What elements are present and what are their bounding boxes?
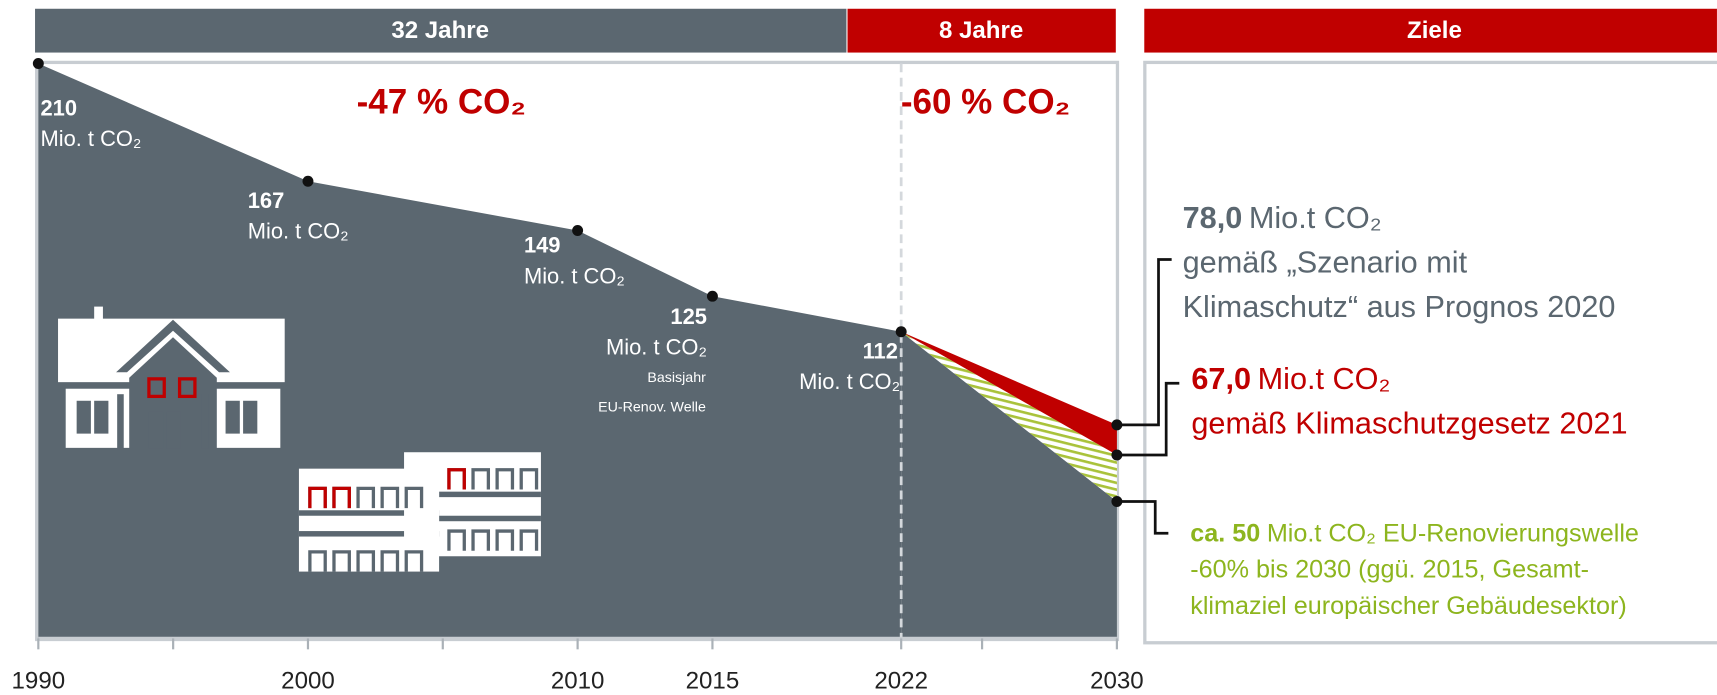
projection-area: [901, 331, 1117, 639]
value-label: 112: [863, 338, 898, 363]
target-point: [1111, 449, 1123, 461]
target-point: [1111, 496, 1123, 507]
value-label: 210: [41, 95, 78, 120]
connector: [1116, 258, 1172, 427]
target-label: 78,0 Mio.t CO₂: [1183, 201, 1382, 235]
annotation: -60 % CO₂: [901, 82, 1070, 121]
header-bar: [847, 8, 1116, 53]
note: EU-Renov. Welle: [598, 400, 706, 416]
note: Basisjahr: [647, 370, 706, 386]
x-tick-label: 2030: [1090, 668, 1144, 695]
target-point: [1111, 419, 1123, 431]
target-value-label: 67,0: [1191, 362, 1251, 396]
frame: [1143, 60, 1717, 645]
target-text: gemäß „Szenario mit: [1183, 246, 1468, 280]
x-tick-label: 2010: [551, 668, 605, 695]
target-text: -60% bis 2030 (ggü. 2015, Gesamt-: [1190, 556, 1589, 584]
target-label: 67,0 Mio.t CO₂: [1191, 362, 1390, 396]
point: [572, 225, 584, 236]
target-text: klimaziel europäischer Gebäudesektor): [1190, 592, 1627, 620]
point: [706, 290, 718, 302]
target-text: Klimaschutz“ aus Prognos 2020: [1183, 290, 1616, 324]
unit-label: Mio. t CO₂: [799, 369, 900, 394]
target-label: ca. 50 Mio.t CO₂ EU-Renovierungswelle: [1190, 519, 1639, 547]
connector: [1116, 500, 1169, 535]
value-label: 125: [670, 304, 707, 329]
target-value-label: ca. 50: [1190, 519, 1260, 547]
value-label: 167: [248, 188, 285, 213]
header-bar: [35, 8, 847, 53]
target-unit: Mio.t CO₂: [1249, 201, 1382, 235]
connector: [1116, 381, 1180, 457]
annotation: -47 % CO₂: [357, 82, 526, 121]
x-tick-label: 2022: [874, 668, 928, 695]
unit-label: Mio. t CO₂: [606, 335, 707, 360]
apartment-icon: [298, 452, 541, 572]
unit-label: Mio. t CO₂: [41, 126, 142, 151]
header-label: 8 Jahre: [939, 17, 1023, 44]
point: [895, 326, 907, 338]
labels: 1990 2000 2010 2015 2022 2030 210 Mio. t CO₂ 167…: [12, 58, 1639, 695]
house-icon: [58, 306, 285, 449]
unit-label: Mio. t CO₂: [524, 263, 625, 288]
target-unit: Mio.t CO₂ EU-Renovierungswelle: [1267, 519, 1639, 547]
point: [302, 175, 314, 187]
x-tick-label: 1990: [12, 668, 66, 695]
unit-label: Mio. t CO₂: [248, 218, 349, 243]
target-unit: Mio.t CO₂: [1258, 362, 1391, 396]
target-text: gemäß Klimaschutzgesetz 2021: [1191, 407, 1627, 441]
header-label: Ziele: [1407, 17, 1462, 44]
x-tick-label: 2000: [281, 668, 335, 695]
x-tick-label: 2015: [686, 668, 740, 695]
header-bar: [1144, 8, 1717, 53]
point: [32, 58, 44, 69]
target-value-label: 78,0: [1183, 201, 1243, 235]
marks: [37, 63, 1118, 650]
area: [38, 63, 902, 639]
header-label: 32 Jahre: [391, 17, 489, 44]
plot: 32 Jahre 8 Jahre Ziele: [12, 8, 1717, 695]
value-label: 149: [524, 233, 561, 258]
